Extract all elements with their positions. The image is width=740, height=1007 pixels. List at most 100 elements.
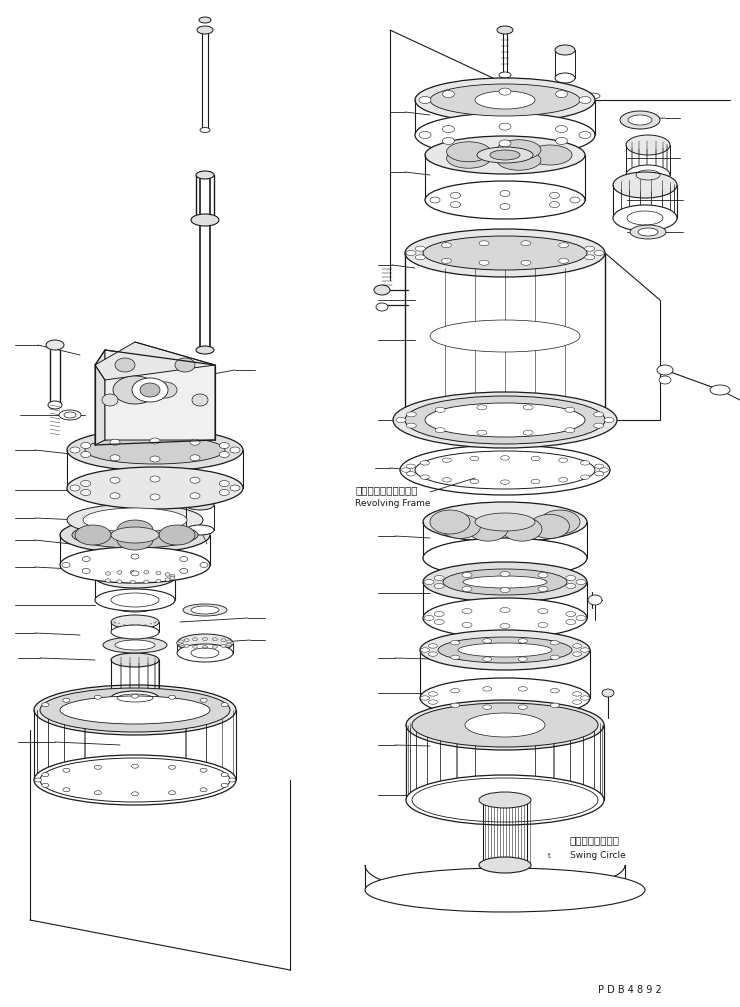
Ellipse shape	[95, 695, 101, 699]
Ellipse shape	[500, 480, 510, 484]
Ellipse shape	[117, 580, 122, 583]
Ellipse shape	[443, 137, 454, 144]
Ellipse shape	[405, 396, 605, 444]
Ellipse shape	[81, 480, 91, 486]
Ellipse shape	[75, 525, 111, 545]
Ellipse shape	[477, 147, 533, 163]
Ellipse shape	[199, 17, 211, 23]
Ellipse shape	[46, 340, 64, 350]
Ellipse shape	[229, 778, 235, 782]
Ellipse shape	[42, 703, 49, 707]
Ellipse shape	[538, 586, 548, 591]
Ellipse shape	[115, 602, 155, 612]
Ellipse shape	[430, 320, 580, 352]
Ellipse shape	[468, 518, 508, 541]
Ellipse shape	[604, 418, 614, 423]
Ellipse shape	[59, 410, 81, 420]
Ellipse shape	[499, 88, 511, 95]
Ellipse shape	[451, 640, 460, 644]
Ellipse shape	[150, 494, 160, 500]
Ellipse shape	[613, 205, 677, 231]
Ellipse shape	[81, 442, 91, 448]
Ellipse shape	[530, 515, 570, 539]
Ellipse shape	[170, 576, 175, 580]
Ellipse shape	[538, 608, 548, 613]
Ellipse shape	[230, 485, 240, 491]
Ellipse shape	[538, 573, 548, 578]
Ellipse shape	[500, 203, 510, 209]
Ellipse shape	[190, 455, 200, 461]
Ellipse shape	[420, 678, 590, 718]
Ellipse shape	[196, 171, 214, 179]
Ellipse shape	[70, 485, 80, 491]
Ellipse shape	[595, 471, 604, 476]
Ellipse shape	[470, 479, 479, 483]
Ellipse shape	[406, 464, 415, 468]
Ellipse shape	[402, 468, 411, 472]
Ellipse shape	[111, 527, 159, 543]
Ellipse shape	[190, 439, 200, 445]
Ellipse shape	[60, 696, 210, 724]
Ellipse shape	[595, 464, 604, 468]
Ellipse shape	[441, 243, 451, 248]
Ellipse shape	[81, 489, 91, 495]
Ellipse shape	[462, 586, 472, 591]
Ellipse shape	[613, 172, 677, 198]
Ellipse shape	[443, 477, 451, 482]
Ellipse shape	[48, 401, 62, 409]
Ellipse shape	[531, 456, 540, 460]
Ellipse shape	[447, 142, 491, 162]
Ellipse shape	[479, 260, 489, 265]
Ellipse shape	[229, 641, 234, 644]
Ellipse shape	[602, 689, 614, 697]
Ellipse shape	[593, 423, 604, 428]
Ellipse shape	[219, 451, 229, 457]
Ellipse shape	[585, 246, 595, 251]
Ellipse shape	[594, 251, 604, 256]
Ellipse shape	[434, 619, 444, 624]
Ellipse shape	[470, 456, 479, 460]
Ellipse shape	[34, 755, 236, 805]
Ellipse shape	[425, 403, 585, 437]
Ellipse shape	[518, 657, 528, 662]
Ellipse shape	[475, 513, 535, 531]
Ellipse shape	[111, 691, 159, 705]
Ellipse shape	[434, 583, 444, 588]
Ellipse shape	[500, 572, 510, 576]
Ellipse shape	[435, 428, 445, 433]
Ellipse shape	[156, 571, 161, 575]
Ellipse shape	[177, 634, 233, 652]
Ellipse shape	[566, 619, 576, 624]
Ellipse shape	[405, 229, 605, 277]
Polygon shape	[95, 350, 105, 445]
Ellipse shape	[420, 630, 590, 670]
Ellipse shape	[412, 703, 598, 747]
Text: Revolving Frame: Revolving Frame	[355, 498, 431, 508]
Ellipse shape	[538, 622, 548, 627]
Ellipse shape	[440, 515, 480, 539]
Ellipse shape	[186, 525, 214, 535]
Ellipse shape	[630, 225, 666, 239]
Ellipse shape	[463, 576, 547, 588]
Ellipse shape	[374, 285, 390, 295]
Ellipse shape	[565, 428, 575, 433]
Ellipse shape	[365, 868, 645, 912]
Ellipse shape	[95, 790, 101, 795]
Ellipse shape	[521, 241, 531, 246]
Ellipse shape	[425, 181, 585, 219]
Ellipse shape	[451, 703, 460, 708]
Ellipse shape	[434, 575, 444, 580]
Ellipse shape	[60, 517, 210, 553]
Text: スイングサークル: スイングサークル	[570, 835, 620, 845]
Ellipse shape	[428, 692, 437, 696]
Ellipse shape	[63, 698, 70, 702]
Ellipse shape	[178, 643, 184, 646]
Ellipse shape	[555, 73, 575, 83]
Ellipse shape	[132, 378, 168, 402]
Ellipse shape	[659, 376, 671, 384]
Ellipse shape	[462, 608, 472, 613]
Ellipse shape	[406, 775, 604, 825]
Ellipse shape	[159, 525, 195, 545]
Ellipse shape	[419, 97, 431, 104]
Ellipse shape	[479, 857, 531, 873]
